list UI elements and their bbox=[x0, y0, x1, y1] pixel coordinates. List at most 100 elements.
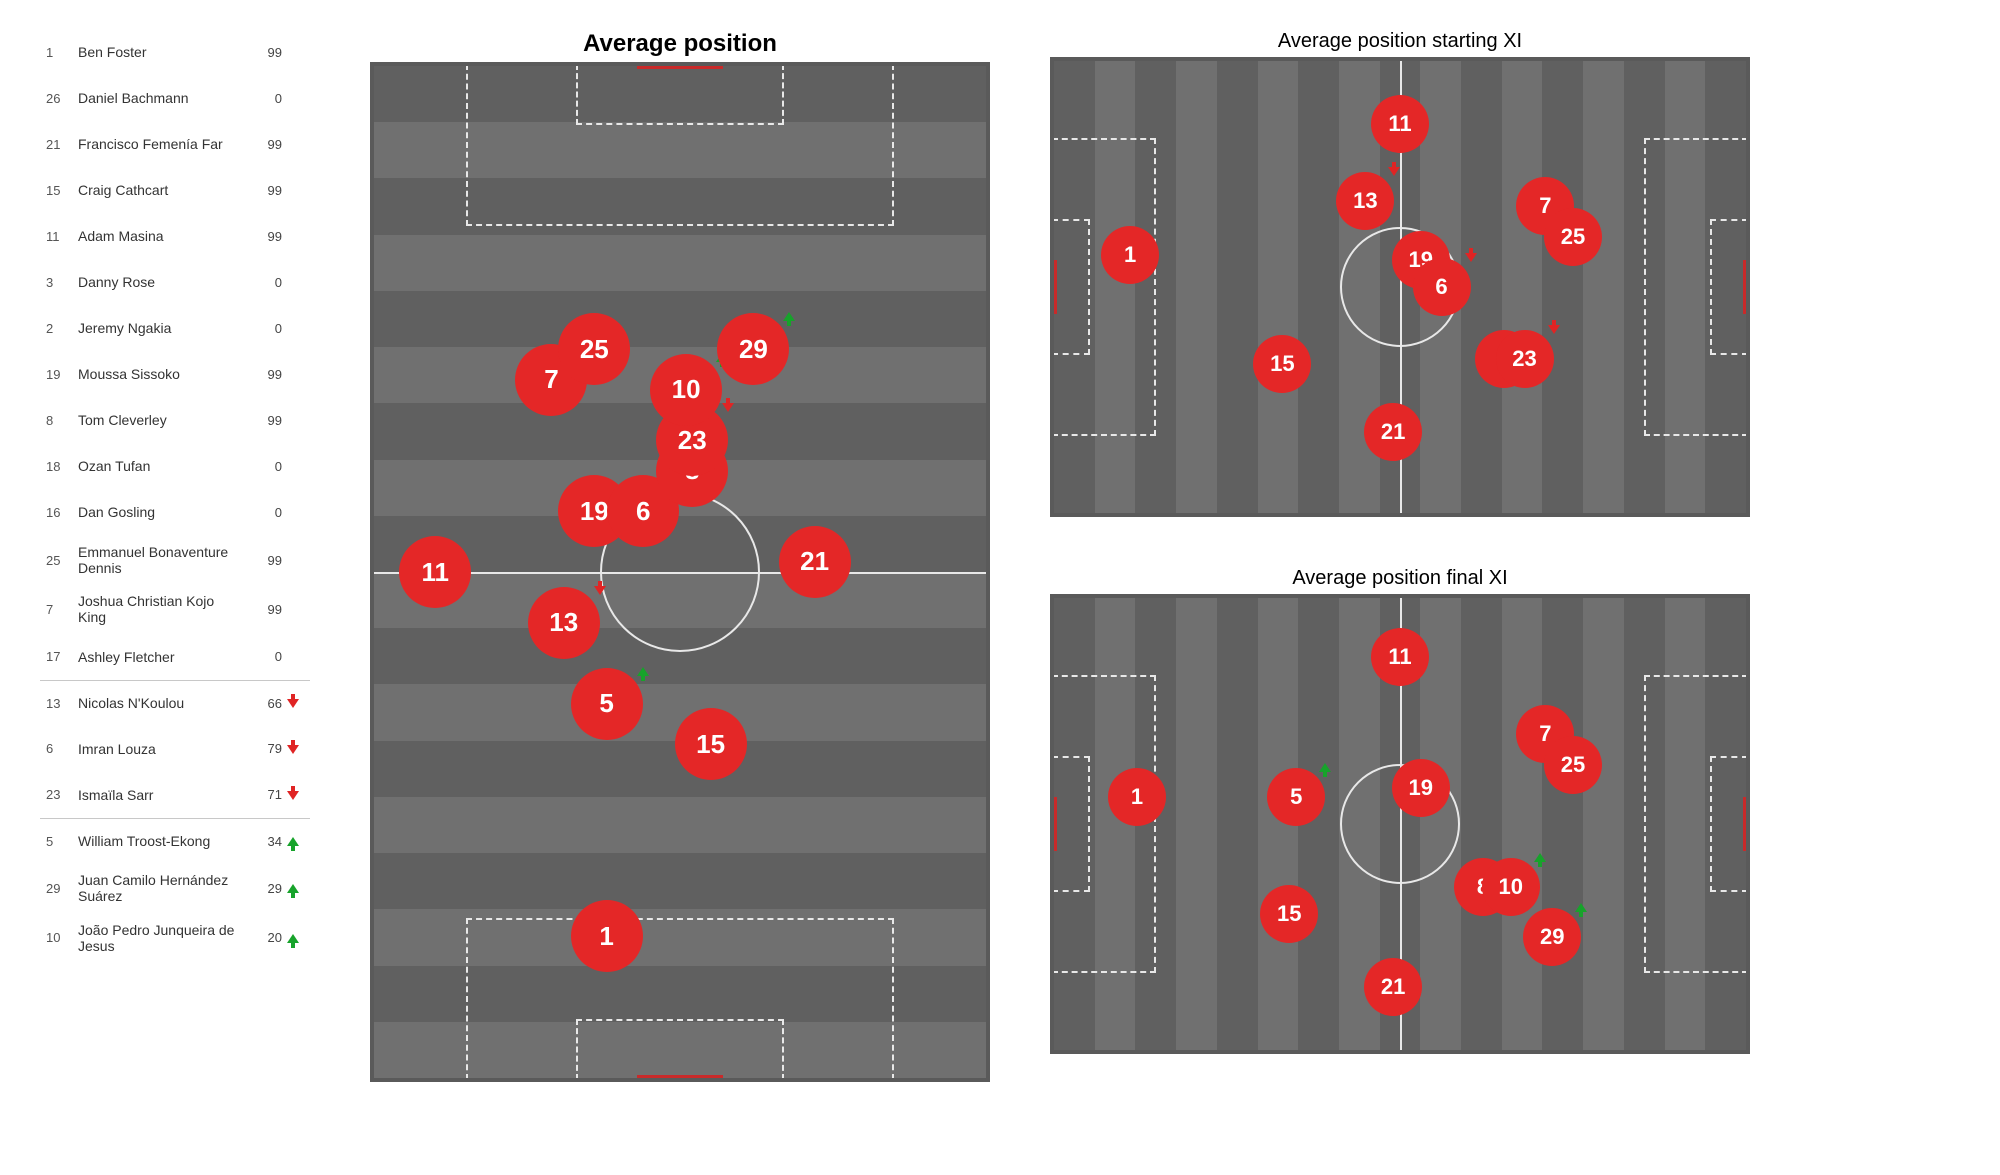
table-row: 7Joshua Christian Kojo King99 bbox=[40, 585, 310, 634]
player-number: 23 bbox=[46, 787, 78, 802]
player-number: 2 bbox=[46, 321, 78, 336]
player-number: 8 bbox=[46, 413, 78, 428]
player-name: Juan Camilo Hernández Suárez bbox=[78, 872, 242, 904]
marker-number: 19 bbox=[580, 496, 609, 527]
table-row: 6Imran Louza79 bbox=[40, 726, 310, 772]
player-marker: 1 bbox=[1108, 768, 1166, 826]
player-name: Ben Foster bbox=[78, 44, 242, 60]
player-minutes: 0 bbox=[242, 91, 282, 106]
player-marker: 1 bbox=[571, 900, 643, 972]
marker-number: 1 bbox=[1131, 784, 1143, 810]
marker-number: 25 bbox=[1561, 752, 1585, 778]
marker-number: 6 bbox=[1435, 274, 1447, 300]
sub-indicator bbox=[282, 695, 304, 711]
marker-number: 13 bbox=[1353, 188, 1377, 214]
player-marker: 11 bbox=[1371, 95, 1429, 153]
player-marker: 29 bbox=[717, 313, 789, 385]
table-row: 29Juan Camilo Hernández Suárez29 bbox=[40, 864, 310, 913]
player-name: Dan Gosling bbox=[78, 504, 242, 520]
player-minutes: 99 bbox=[242, 137, 282, 152]
table-row: 17Ashley Fletcher0 bbox=[40, 634, 310, 680]
player-minutes: 66 bbox=[242, 696, 282, 711]
player-marker: 25 bbox=[1544, 208, 1602, 266]
player-marker: 23 bbox=[1496, 330, 1554, 388]
player-number: 7 bbox=[46, 602, 78, 617]
player-minutes: 99 bbox=[242, 229, 282, 244]
marker-number: 29 bbox=[1540, 924, 1564, 950]
pitch-starting-title: Average position starting XI bbox=[1050, 30, 1750, 53]
player-marker: 6 bbox=[1413, 258, 1471, 316]
player-name: Craig Cathcart bbox=[78, 182, 242, 198]
pitch-main: 11113515196218231072529 bbox=[370, 62, 990, 1082]
arrow-up-icon bbox=[1319, 763, 1331, 772]
player-number: 6 bbox=[46, 741, 78, 756]
player-minutes: 99 bbox=[242, 553, 282, 568]
player-marker: 5 bbox=[1267, 768, 1325, 826]
player-name: Francisco Femenía Far bbox=[78, 136, 242, 152]
arrow-down-icon bbox=[1388, 167, 1400, 176]
player-minutes: 0 bbox=[242, 505, 282, 520]
player-minutes: 0 bbox=[242, 459, 282, 474]
player-marker: 19 bbox=[1392, 759, 1450, 817]
player-name: Imran Louza bbox=[78, 741, 242, 757]
player-name: Danny Rose bbox=[78, 274, 242, 290]
table-row: 19Moussa Sissoko99 bbox=[40, 352, 310, 398]
player-marker: 21 bbox=[779, 526, 851, 598]
arrow-down-icon bbox=[287, 699, 299, 708]
table-row: 18Ozan Tufan0 bbox=[40, 444, 310, 490]
marker-number: 19 bbox=[1409, 775, 1433, 801]
player-number: 25 bbox=[46, 553, 78, 568]
marker-number: 15 bbox=[1277, 901, 1301, 927]
table-row: 21Francisco Femenía Far99 bbox=[40, 122, 310, 168]
player-name: Tom Cleverley bbox=[78, 412, 242, 428]
player-marker: 25 bbox=[1544, 736, 1602, 794]
player-marker: 11 bbox=[1371, 628, 1429, 686]
sub-indicator bbox=[282, 787, 304, 803]
player-number: 15 bbox=[46, 183, 78, 198]
player-name: João Pedro Junqueira de Jesus bbox=[78, 922, 242, 954]
marker-number: 25 bbox=[580, 334, 609, 365]
table-row: 26Daniel Bachmann0 bbox=[40, 76, 310, 122]
pitch-final-title: Average position final XI bbox=[1050, 567, 1750, 590]
player-minutes: 34 bbox=[242, 834, 282, 849]
player-name: William Troost-Ekong bbox=[78, 833, 242, 849]
arrow-down-icon bbox=[287, 745, 299, 754]
player-name: Ashley Fletcher bbox=[78, 649, 242, 665]
player-marker: 11 bbox=[399, 536, 471, 608]
marker-number: 21 bbox=[800, 546, 829, 577]
sub-indicator bbox=[282, 741, 304, 757]
player-marker: 15 bbox=[1260, 885, 1318, 943]
player-number: 10 bbox=[46, 930, 78, 945]
player-marker: 13 bbox=[1336, 172, 1394, 230]
pitch-main-title: Average position bbox=[360, 30, 1000, 58]
player-minutes: 29 bbox=[242, 881, 282, 896]
sub-indicator bbox=[282, 833, 304, 849]
pitch-main-wrap: Average position 11113515196218231072529 bbox=[360, 30, 1000, 1082]
player-minutes: 0 bbox=[242, 321, 282, 336]
table-row: 2Jeremy Ngakia0 bbox=[40, 306, 310, 352]
sub-indicator bbox=[282, 880, 304, 896]
player-number: 3 bbox=[46, 275, 78, 290]
player-minutes: 99 bbox=[242, 45, 282, 60]
arrow-up-icon bbox=[287, 837, 299, 846]
marker-number: 11 bbox=[421, 557, 449, 588]
pitch-final: 111515211972581029 bbox=[1050, 594, 1750, 1054]
table-row: 8Tom Cleverley99 bbox=[40, 398, 310, 444]
player-marker: 5 bbox=[571, 668, 643, 740]
player-minutes: 99 bbox=[242, 413, 282, 428]
player-marker: 21 bbox=[1364, 958, 1422, 1016]
pitch-starting: 111131521196725823 bbox=[1050, 57, 1750, 517]
arrow-up-icon bbox=[287, 884, 299, 893]
player-name: Daniel Bachmann bbox=[78, 90, 242, 106]
player-number: 29 bbox=[46, 881, 78, 896]
table-row: 3Danny Rose0 bbox=[40, 260, 310, 306]
marker-number: 5 bbox=[1290, 784, 1302, 810]
marker-number: 5 bbox=[599, 688, 613, 719]
arrow-up-icon bbox=[1534, 853, 1546, 862]
player-number: 26 bbox=[46, 91, 78, 106]
arrow-down-icon bbox=[722, 403, 734, 412]
player-name: Emmanuel Bonaventure Dennis bbox=[78, 544, 242, 576]
marker-number: 7 bbox=[1539, 721, 1551, 747]
table-row: 23Ismaïla Sarr71 bbox=[40, 772, 310, 818]
player-minutes: 99 bbox=[242, 183, 282, 198]
